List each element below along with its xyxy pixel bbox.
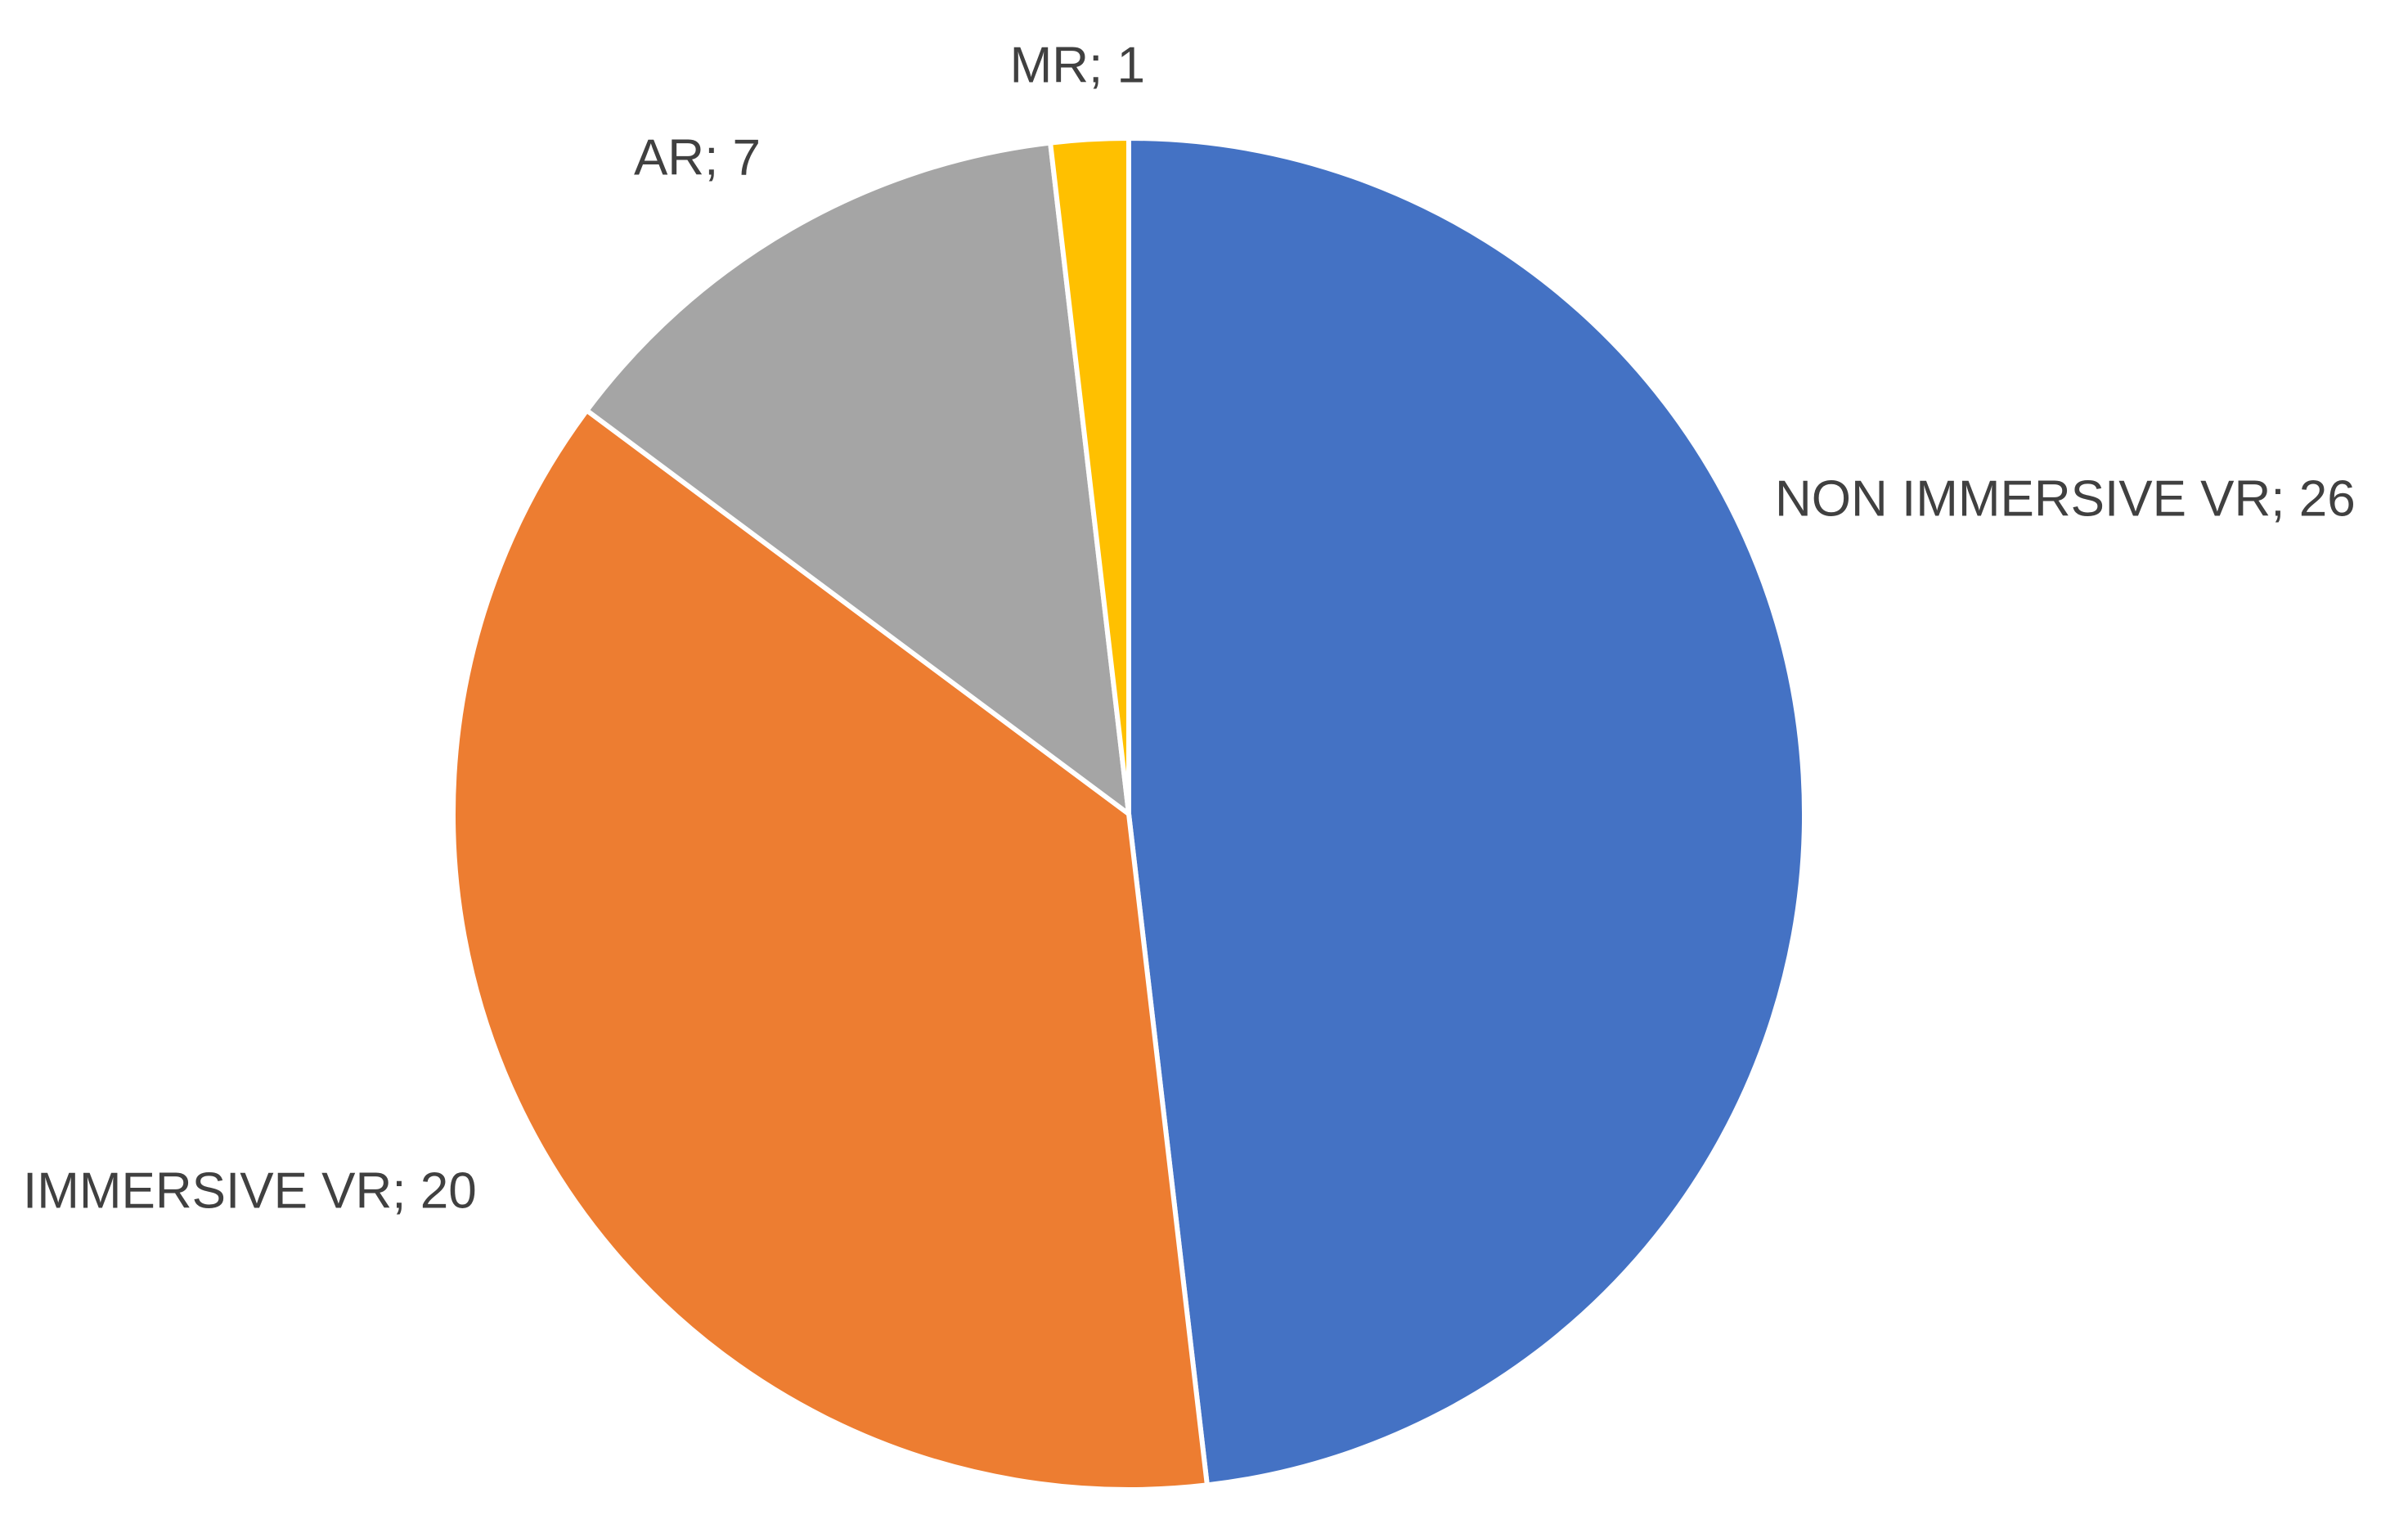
data-label: MR; 1 [1010, 37, 1145, 93]
data-label: NON IMMERSIVE VR; 26 [1775, 470, 2356, 527]
pie-slice [451, 407, 1210, 1492]
data-label: IMMERSIVE VR; 20 [23, 1162, 477, 1219]
pie-slice [1126, 136, 1807, 1488]
pie-slice [584, 140, 1131, 816]
data-label: AR; 7 [634, 129, 761, 186]
pie-slice [1048, 136, 1131, 816]
